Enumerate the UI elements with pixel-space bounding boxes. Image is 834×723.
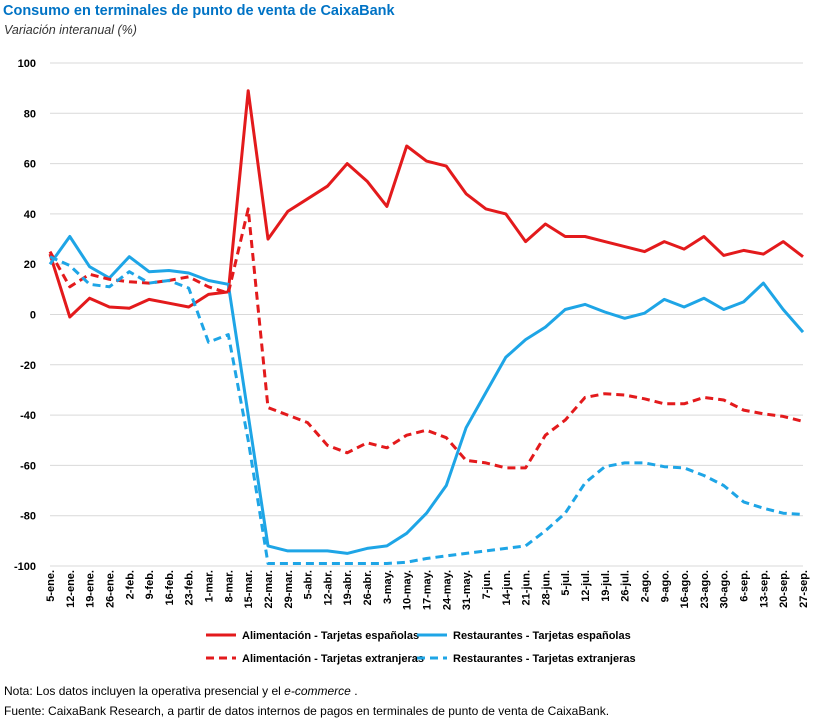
x-tick-label: 19-ene. (85, 570, 97, 608)
x-tick-label: 16-feb. (164, 570, 176, 605)
note-suffix: . (350, 684, 358, 698)
x-tick-label: 19-jul. (600, 570, 612, 602)
x-tick-label: 24-may. (441, 570, 453, 610)
x-tick-label: 5-jul. (560, 570, 572, 596)
x-tick-label: 10-may. (402, 570, 414, 610)
legend-label: Alimentación - Tarjetas extranjeras (242, 653, 424, 665)
x-tick-label: 26-jul. (620, 570, 632, 602)
x-tick-label: 23-ago. (699, 570, 711, 609)
legend: Alimentación - Tarjetas españolas Restaur… (206, 630, 636, 665)
x-tick-label: 9-ago. (659, 570, 671, 602)
x-tick-label: 15-mar. (243, 570, 255, 609)
y-tick-label: -40 (20, 410, 36, 422)
x-tick-label: 31-may. (461, 570, 473, 610)
x-tick-label: 14-jun. (501, 570, 513, 605)
x-tick-label: 26-abr. (362, 570, 374, 605)
line-chart: 100 80 60 40 20 0 -20 -40 -60 -80 -100 5-ene. 12-en… (14, 58, 810, 665)
x-tick-label: 28-jun. (540, 570, 552, 605)
x-tick-label: 5-ene. (45, 570, 57, 602)
x-tick-label: 27-sep. (798, 570, 810, 608)
x-tick-label: 21-jun. (521, 570, 533, 605)
y-tick-label: 40 (24, 209, 36, 221)
chart-subtitle: Variación interanual (%) (4, 23, 137, 37)
x-tick-label: 26-ene. (104, 570, 116, 608)
source-text: Fuente: CaixaBank Research, a partir de … (4, 704, 610, 718)
note-text: Nota: Los datos incluyen la operativa pr… (4, 684, 358, 698)
x-tick-label: 23-feb. (184, 570, 196, 605)
x-tick-label: 2-feb. (124, 570, 136, 599)
x-tick-label: 12-jul. (580, 570, 592, 602)
legend-label: Restaurantes - Tarjetas extranjeras (453, 653, 636, 665)
series-line-3 (49, 255, 804, 565)
legend-label: Alimentación - Tarjetas españolas (242, 630, 419, 642)
x-tick-label: 6-sep. (739, 570, 751, 602)
y-axis: 100 80 60 40 20 0 -20 -40 -60 -80 -100 (14, 58, 36, 573)
x-tick-label: 22-mar. (263, 570, 275, 609)
x-tick-label: 8-mar. (223, 570, 235, 602)
gridlines (50, 62, 803, 567)
x-axis: 5-ene. 12-ene. 19-ene. 26-ene. 2-feb. 9-feb. 1… (45, 570, 810, 610)
x-tick-label: 12-abr. (322, 570, 334, 605)
y-tick-label: 100 (18, 58, 36, 70)
x-tick-label: 5-abr. (303, 570, 315, 599)
series-lines (48, 89, 805, 565)
x-tick-label: 19-abr. (342, 570, 354, 605)
series-line-2 (48, 207, 804, 470)
x-tick-label: 2-ago. (639, 570, 651, 602)
y-tick-label: -20 (20, 360, 36, 372)
y-tick-label: -80 (20, 511, 36, 523)
series-line-0 (48, 89, 804, 319)
x-tick-label: 7-jun. (481, 570, 493, 599)
x-tick-label: 17-may. (422, 570, 434, 610)
y-tick-label: 80 (24, 108, 36, 120)
note-italic: e-commerce (284, 684, 351, 698)
series-line-1 (48, 235, 805, 555)
x-tick-label: 9-feb. (144, 570, 156, 599)
y-tick-label: 60 (24, 159, 36, 171)
note-prefix: Nota: Los datos incluyen la operativa pr… (4, 684, 285, 698)
x-tick-label: 1-mar. (204, 570, 216, 602)
x-tick-label: 30-ago. (719, 570, 731, 609)
x-tick-label: 12-ene. (65, 570, 77, 608)
y-tick-label: -60 (20, 460, 36, 472)
legend-label: Restaurantes - Tarjetas españolas (453, 630, 631, 642)
x-tick-label: 13-sep. (758, 570, 770, 608)
y-tick-label: 0 (30, 310, 36, 322)
x-tick-label: 16-ago. (679, 570, 691, 609)
x-tick-label: 20-sep. (778, 570, 790, 608)
x-tick-label: 3-may. (382, 570, 394, 604)
x-tick-label: 29-mar. (283, 570, 295, 609)
y-tick-label: -100 (14, 561, 36, 573)
chart-title: Consumo en terminales de punto de venta … (3, 3, 395, 19)
y-tick-label: 20 (24, 259, 36, 271)
